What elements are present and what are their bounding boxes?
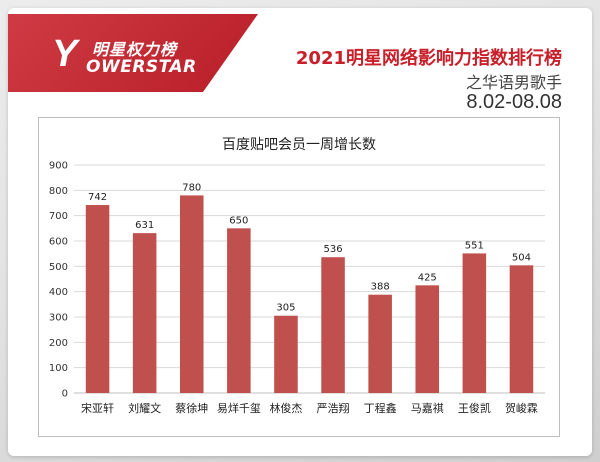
- data-label: 742: [88, 192, 107, 203]
- bar: [509, 265, 534, 393]
- data-label: 650: [229, 215, 248, 226]
- logo-chinese-text: 明星权力榜: [92, 40, 178, 59]
- bar: [321, 257, 345, 393]
- ranking-title: 2021明星网络影响力指数排行榜: [295, 48, 562, 69]
- category-label: 王俊凯: [458, 401, 491, 415]
- bar: [415, 285, 440, 393]
- category-label: 严浩翔: [317, 401, 350, 415]
- bar: [132, 233, 157, 393]
- data-labels: 742 631 780 650 305 536 388 425 551 504: [88, 182, 531, 313]
- category-label: 马嘉祺: [411, 401, 444, 415]
- category-label: 贺峻霖: [505, 401, 538, 415]
- bar: [462, 253, 487, 393]
- data-label: 780: [182, 182, 201, 193]
- logo-mark: Y: [52, 33, 78, 75]
- data-label: 504: [512, 252, 531, 263]
- category-label: 丁程鑫: [364, 401, 397, 415]
- category-label: 刘耀文: [128, 401, 161, 415]
- y-tick-label: 500: [49, 262, 68, 273]
- ranking-subtitle: 之华语男歌手: [465, 73, 562, 92]
- bar: [179, 195, 204, 393]
- x-axis-categories: 宋亚轩 刘耀文 蔡徐坤 易烊千玺 林俊杰 严浩翔 丁程鑫 马嘉祺 王俊凯 贺峻霖: [81, 401, 538, 415]
- data-label: 551: [465, 240, 484, 251]
- y-tick-label: 100: [49, 363, 68, 374]
- bar: [227, 228, 251, 393]
- y-axis-ticks: 0 100 200 300 400 500 600 700 800 900: [49, 161, 68, 400]
- y-tick-label: 800: [49, 186, 68, 197]
- date-range: 8.02-08.08: [466, 91, 562, 113]
- y-tick-label: 400: [49, 287, 68, 298]
- category-label: 易烊千玺: [217, 401, 261, 415]
- y-tick-label: 300: [49, 313, 68, 324]
- y-tick-label: 600: [49, 237, 68, 248]
- data-label: 425: [418, 272, 437, 283]
- y-tick-label: 0: [62, 389, 68, 400]
- data-label: 305: [276, 303, 295, 314]
- data-label: 536: [324, 244, 343, 255]
- category-label: 林俊杰: [269, 401, 302, 415]
- logo-english-text: OWERSTAR: [86, 57, 197, 77]
- y-tick-label: 900: [49, 161, 68, 172]
- data-label: 631: [135, 220, 154, 231]
- bar: [274, 315, 298, 393]
- category-label: 宋亚轩: [81, 401, 114, 415]
- chart-title: 百度贴吧会员一周增长数: [222, 137, 376, 153]
- y-tick-label: 700: [49, 211, 68, 222]
- bar: [85, 205, 110, 393]
- category-label: 蔡徐坤: [175, 401, 208, 415]
- bars: [85, 195, 534, 393]
- y-tick-label: 200: [49, 338, 68, 349]
- data-label: 388: [371, 282, 390, 293]
- bar: [368, 294, 392, 393]
